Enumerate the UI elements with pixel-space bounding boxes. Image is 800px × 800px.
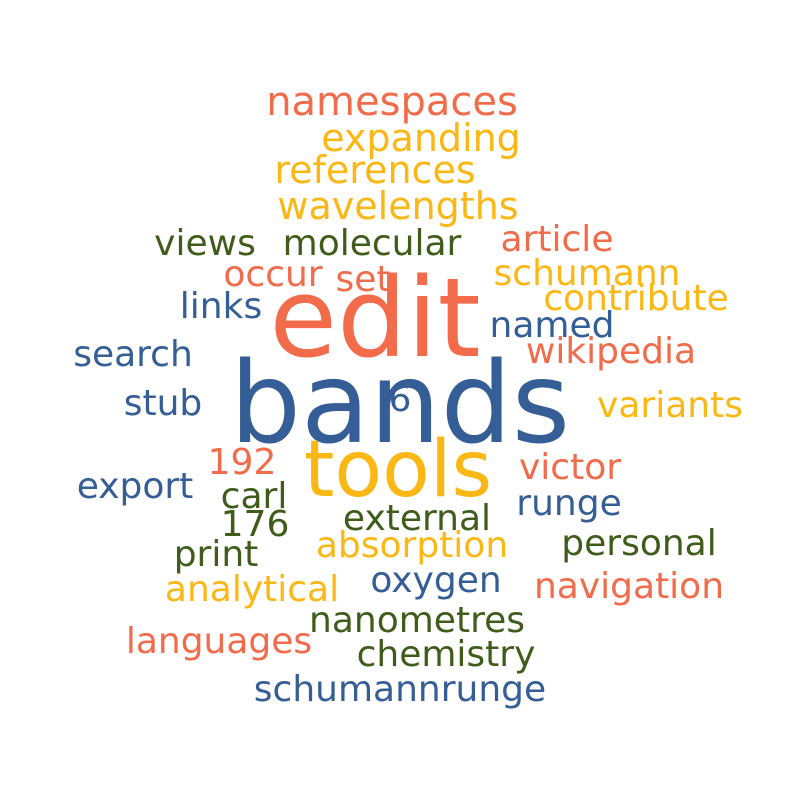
word-external: external bbox=[342, 498, 492, 539]
word-edit: edit bbox=[269, 254, 481, 382]
word-analytical: analytical bbox=[164, 569, 340, 610]
word-navigation: navigation bbox=[533, 566, 725, 607]
word-article: article bbox=[500, 219, 614, 260]
word-views: views bbox=[154, 223, 256, 264]
word-176: 176 bbox=[220, 504, 290, 545]
word-schumann: schumann bbox=[493, 253, 681, 294]
word-absorption: absorption bbox=[315, 525, 509, 566]
word-runge: runge bbox=[516, 483, 622, 524]
word-personal: personal bbox=[561, 523, 717, 564]
word-set: set bbox=[335, 259, 391, 300]
word-print: print bbox=[173, 534, 259, 575]
word-192: 192 bbox=[207, 442, 277, 483]
word-named: named bbox=[489, 305, 615, 346]
word-bands: bands bbox=[229, 339, 571, 469]
word-chemistry: chemistry bbox=[356, 634, 536, 675]
word-tools: tools bbox=[303, 425, 493, 515]
word-stub: stub bbox=[123, 383, 203, 424]
word-references: references bbox=[274, 148, 476, 192]
word-languages: languages bbox=[125, 621, 313, 662]
word-carl: carl bbox=[220, 476, 288, 517]
word-contribute: contribute bbox=[543, 278, 729, 319]
word-search: search bbox=[73, 334, 193, 375]
word-variants: variants bbox=[597, 385, 743, 426]
word-oxygen: oxygen bbox=[370, 560, 502, 601]
word-wikipedia: wikipedia bbox=[525, 331, 697, 372]
word-links: links bbox=[179, 286, 263, 327]
word-expanding: expanding bbox=[321, 116, 521, 160]
word-namespaces: namespaces bbox=[266, 79, 518, 125]
word-export: export bbox=[76, 466, 194, 507]
word-occur: occur bbox=[223, 254, 323, 295]
word-nanometres: nanometres bbox=[309, 600, 525, 641]
word-wavelengths: wavelengths bbox=[277, 184, 519, 228]
word-6: 6 bbox=[388, 379, 412, 420]
word-schumannrunge: schumannrunge bbox=[253, 669, 547, 710]
word-victor: victor bbox=[518, 447, 622, 488]
word-molecular: molecular bbox=[282, 223, 462, 264]
